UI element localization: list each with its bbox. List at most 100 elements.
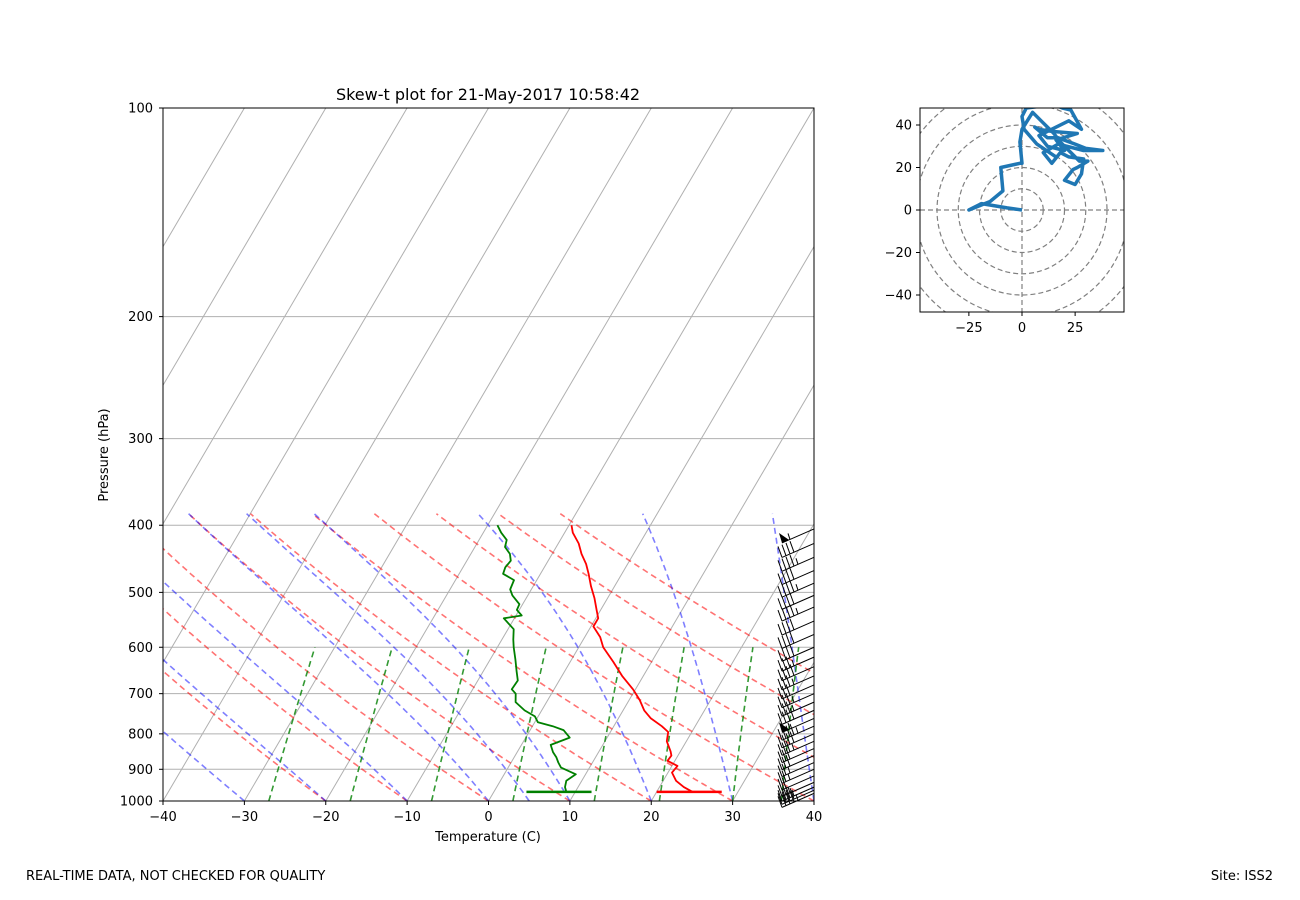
y-tick-label: 200	[128, 310, 153, 325]
wind-barb-feather	[789, 787, 795, 800]
wind-barb-half-feather	[795, 727, 799, 734]
wind-barb-feather	[781, 622, 787, 634]
wind-barb-feather	[777, 560, 783, 572]
wind-barb-feather	[789, 604, 795, 616]
wind-barb-feather	[781, 694, 787, 707]
x-tick-label: −40	[149, 810, 176, 825]
moist-adiabat-line	[163, 658, 327, 801]
isotherm-gridline	[163, 108, 327, 387]
wind-barb-feather	[777, 778, 783, 791]
moist-adiabat-line	[163, 580, 408, 801]
skewt-plot: Skew-t plot for 21-May-2017 10:58:42 100…	[0, 85, 822, 845]
wind-barb-staff	[781, 666, 815, 682]
wind-barb-feather	[785, 675, 791, 687]
isotherm-gridline	[406, 108, 814, 801]
wind-barb-staff	[781, 762, 815, 777]
skewt-profiles	[496, 524, 722, 794]
dewpoint-profile	[496, 524, 577, 793]
wind-barb-half-feather	[787, 722, 791, 730]
wind-barb-feather	[781, 596, 787, 608]
site-label: Site: ISS2	[1210, 869, 1273, 884]
wind-barb-feather	[781, 788, 787, 800]
y-tick-label: 900	[128, 763, 153, 778]
x-tick-label: 20	[643, 810, 660, 825]
wind-barb-feather	[785, 701, 791, 713]
wind-barb-staff	[781, 594, 815, 610]
wind-barb-feather	[781, 544, 787, 556]
wind-barb-staff	[781, 789, 815, 805]
isotherm-gridline	[488, 245, 814, 801]
wind-barb-feather	[777, 650, 783, 662]
wind-barb-feather	[789, 707, 795, 720]
wind-barb-staff	[781, 755, 815, 771]
wind-barb-feather	[785, 569, 791, 582]
mixing-ratio-line	[593, 647, 624, 801]
wind-barb-feather	[781, 677, 787, 689]
wind-barb-feather	[777, 687, 783, 700]
isotherm-gridline	[732, 661, 814, 801]
dry-adiabat-line	[188, 513, 571, 801]
wind-barbs	[777, 528, 815, 808]
wind-barb-feather	[777, 609, 783, 622]
wind-barb-feather	[777, 546, 783, 558]
x-tick-label: 30	[724, 810, 741, 825]
wind-barb-half-feather	[795, 607, 799, 615]
wind-barb-staff	[781, 740, 815, 756]
wind-barb-feather	[785, 786, 791, 798]
wind-barb-feather	[785, 692, 791, 705]
isotherm-gridline	[325, 108, 734, 801]
x-tick-label: −30	[231, 810, 258, 825]
wind-barb-feather	[789, 580, 795, 593]
wind-barb	[777, 754, 815, 771]
wind-barb	[777, 618, 815, 636]
wind-barb-half-feather	[787, 533, 791, 540]
wind-barb	[777, 707, 815, 725]
wind-barb-feather	[785, 606, 791, 618]
wind-barb-pennant	[779, 533, 789, 543]
wind-barb-feather	[789, 644, 795, 657]
isotherm-gridline	[0, 108, 82, 801]
wind-barb-feather	[785, 754, 791, 767]
wind-barb-feather	[777, 669, 783, 681]
wind-barb-feather	[785, 709, 791, 722]
wind-barb-staff	[781, 786, 815, 802]
wind-barb-feather	[789, 592, 795, 605]
skewt-title: Skew-t plot for 21-May-2017 10:58:42	[336, 85, 640, 104]
wind-barb	[777, 675, 815, 691]
wind-barb	[777, 684, 815, 700]
wind-barb-staff	[781, 733, 815, 749]
wind-barb	[779, 717, 815, 733]
wind-barb	[777, 692, 815, 709]
wind-barb-staff	[781, 701, 815, 717]
wind-barb-half-feather	[791, 678, 795, 685]
wind-barb	[777, 541, 815, 558]
wind-barb	[777, 747, 815, 763]
wind-barb-feather	[777, 598, 783, 610]
wind-barb-feather	[789, 618, 795, 630]
moist-adiabat-line	[313, 513, 571, 801]
dry-adiabat-line	[163, 607, 408, 801]
wind-barb	[777, 723, 815, 741]
y-tick-label: 600	[128, 641, 153, 656]
moist-adiabat-line	[188, 513, 490, 801]
wind-barb-feather	[789, 568, 795, 580]
hodograph-y-tick-label: −20	[885, 246, 912, 261]
wind-barb-feather	[781, 711, 787, 723]
temperature-profile	[570, 525, 693, 793]
wind-barb-feather	[785, 582, 791, 594]
mixing-ratio-line	[430, 647, 470, 801]
dry-adiabat-line	[163, 669, 327, 801]
wind-barb-feather	[781, 571, 787, 583]
wind-barb-feather	[789, 541, 795, 553]
wind-barb	[777, 762, 815, 777]
moist-adiabat-line	[246, 513, 530, 801]
wind-barb-staff	[781, 684, 815, 700]
wind-barb-staff	[781, 646, 815, 662]
hodograph-wind-trace	[967, 108, 1105, 212]
dry-adiabat-line	[497, 513, 814, 716]
wind-barb-feather	[777, 736, 783, 749]
wind-barb-feather	[789, 554, 795, 567]
wind-barb-staff	[781, 633, 815, 649]
wind-barb-feather	[785, 646, 791, 658]
x-tick-label: −10	[393, 810, 420, 825]
